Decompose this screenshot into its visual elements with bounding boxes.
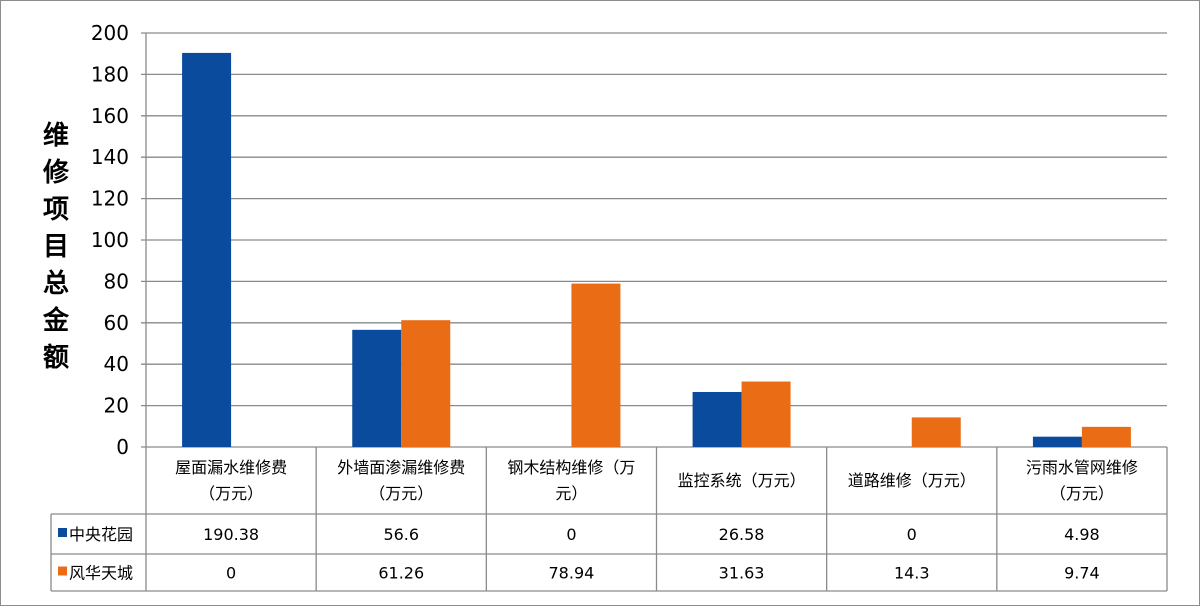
legend-swatch xyxy=(58,528,67,537)
y-axis-ticks: 0 20 40 60 80 100 120 140 160 180 200 xyxy=(91,21,129,459)
category-label-line: 监控系统（万元） xyxy=(678,471,806,490)
category-label-line: 屋面漏水维修费 xyxy=(175,458,287,477)
y-tick-label: 120 xyxy=(91,187,129,211)
category-label: 钢木结构维修（万元） xyxy=(507,458,635,503)
legend-label: 中央花园 xyxy=(69,525,133,544)
y-axis-label-char: 修 xyxy=(42,157,70,188)
y-axis-label-char: 目 xyxy=(43,232,69,262)
y-tick-label: 20 xyxy=(104,394,129,418)
bar xyxy=(1081,426,1131,447)
grid-lines xyxy=(141,32,1167,448)
bar xyxy=(692,391,742,447)
y-tick-label: 60 xyxy=(104,311,129,335)
bar xyxy=(401,320,451,447)
category-label-line: 元） xyxy=(555,484,587,503)
category-label-line: 外墙面渗漏维修费 xyxy=(337,458,465,477)
data-table: 屋面漏水维修费 （万元） 外墙面渗漏维修费 （万元） 钢木结构维修（万元） 监控系统（万元… xyxy=(50,447,1168,592)
category-label: 监控系统（万元） xyxy=(678,471,806,490)
bar xyxy=(352,329,402,447)
category-label: 外墙面渗漏维修费 （万元） xyxy=(337,458,465,503)
table-cell-value: 0 xyxy=(226,564,236,583)
category-label-line: （万元） xyxy=(199,484,263,503)
table-cell-value: 14.3 xyxy=(894,564,930,583)
category-label-line: 钢木结构维修（万 xyxy=(507,458,635,477)
table-cell-value: 0 xyxy=(566,525,576,544)
category-label-line: （万元） xyxy=(369,484,433,503)
legend-swatch xyxy=(58,566,67,576)
table-cell-value: 9.74 xyxy=(1064,564,1100,583)
y-tick-label: 0 xyxy=(116,435,129,459)
bar xyxy=(741,381,791,447)
y-tick-label: 200 xyxy=(91,21,129,45)
table-cell-value: 31.63 xyxy=(719,564,765,583)
category-label: 污雨水管网维修 （万元） xyxy=(1026,458,1138,503)
y-tick-label: 80 xyxy=(104,269,129,293)
category-label-line: 污雨水管网维修 xyxy=(1026,458,1138,477)
category-label: 屋面漏水维修费 （万元） xyxy=(175,458,287,503)
table-cell-value: 0 xyxy=(907,525,917,544)
table-cell-value: 61.26 xyxy=(378,564,424,583)
y-axis-label-char: 维 xyxy=(43,120,69,151)
bar xyxy=(911,417,961,447)
legend-label: 风华天城 xyxy=(69,564,133,583)
category-label-line: （万元） xyxy=(1050,484,1114,503)
table-cell-value: 56.6 xyxy=(383,525,419,544)
y-tick-label: 160 xyxy=(91,104,129,128)
y-axis-label-char: 金 xyxy=(42,305,70,336)
y-axis-label-char: 额 xyxy=(43,343,69,373)
y-tick-label: 40 xyxy=(104,352,129,376)
y-axis-label-char: 项 xyxy=(43,195,69,225)
table-cell-value: 26.58 xyxy=(719,525,765,544)
y-tick-label: 140 xyxy=(91,145,129,169)
bar xyxy=(182,52,232,448)
category-label: 道路维修（万元） xyxy=(848,471,976,490)
table-cell-value: 4.98 xyxy=(1064,525,1100,544)
table-cell-value: 190.38 xyxy=(203,525,259,544)
table-cell-value: 78.94 xyxy=(549,564,595,583)
bar xyxy=(1032,436,1082,447)
y-axis-label-char: 总 xyxy=(43,269,69,299)
y-tick-label: 180 xyxy=(91,62,129,86)
bar xyxy=(571,283,621,447)
bars xyxy=(182,52,1131,448)
y-tick-label: 100 xyxy=(91,228,129,252)
category-label-line: 道路维修（万元） xyxy=(848,471,976,490)
